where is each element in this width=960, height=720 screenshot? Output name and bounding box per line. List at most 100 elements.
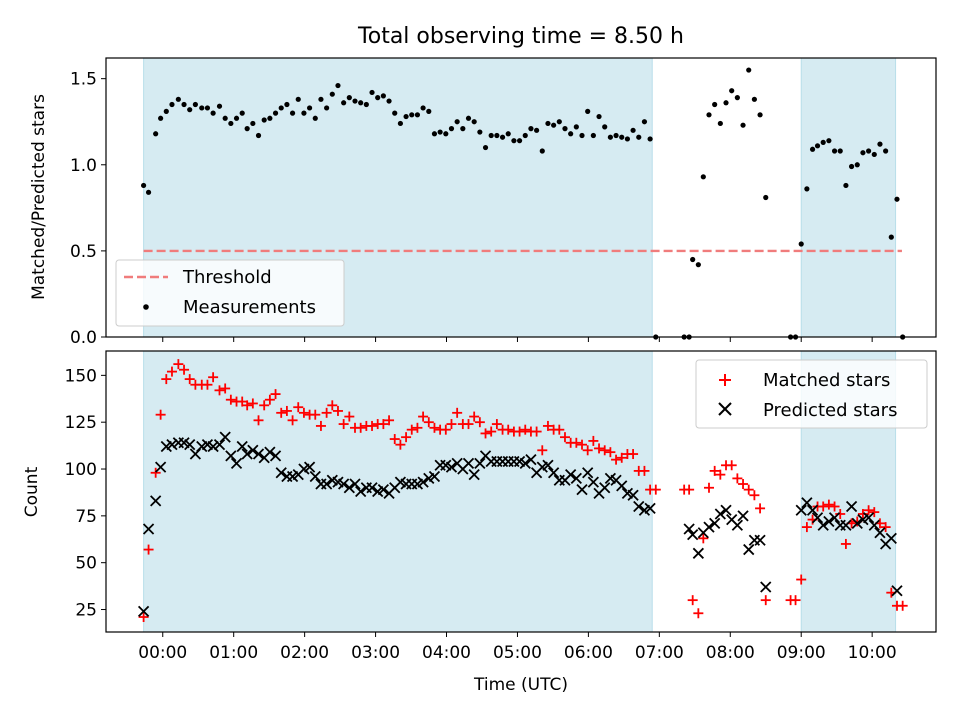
predicted-star-point-115 bbox=[851, 517, 863, 529]
matched-star-point-13 bbox=[214, 385, 225, 396]
matched-star-point-35 bbox=[338, 419, 349, 430]
matched-star-point-45 bbox=[395, 439, 406, 450]
measurement-point-56 bbox=[460, 126, 466, 132]
matched-star-point-22 bbox=[264, 394, 275, 405]
measurement-point-101 bbox=[734, 95, 740, 101]
measurement-point-112 bbox=[814, 143, 821, 149]
predicted-star-point-100 bbox=[737, 510, 749, 522]
matched-star-point-54 bbox=[446, 419, 457, 430]
matched-star-point-53 bbox=[440, 424, 451, 435]
matched-star-point-93 bbox=[687, 595, 698, 606]
matched-star-point-120 bbox=[857, 508, 868, 519]
predicted-star-point-12 bbox=[207, 440, 219, 453]
legend-predicted-swatch bbox=[718, 402, 732, 416]
predicted-star-point-15 bbox=[225, 450, 237, 462]
matched-star-point-66 bbox=[514, 426, 525, 437]
matched-star-point-27 bbox=[293, 402, 304, 413]
predicted-star-point-0 bbox=[137, 605, 150, 618]
measurement-point-21 bbox=[261, 117, 267, 123]
bottom-legend-box bbox=[695, 359, 928, 429]
matched-star-point-62 bbox=[491, 419, 502, 430]
measurement-point-70 bbox=[539, 148, 545, 154]
predicted-star-point-57 bbox=[462, 457, 475, 470]
measurement-point-38 bbox=[358, 100, 364, 106]
matched-star-point-64 bbox=[503, 424, 514, 435]
measurement-point-74 bbox=[562, 126, 568, 132]
predicted-star-point-111 bbox=[828, 512, 841, 524]
measurement-point-43 bbox=[386, 98, 392, 104]
matched-star-point-101 bbox=[732, 473, 743, 484]
predicted-star-point-58 bbox=[468, 469, 480, 481]
predicted-star-point-104 bbox=[760, 581, 772, 593]
predicted-star-point-84 bbox=[616, 480, 628, 492]
predicted-star-point-68 bbox=[525, 454, 537, 466]
measurement-point-100 bbox=[729, 88, 735, 94]
matched-star-point-34 bbox=[332, 405, 343, 416]
measurement-point-67 bbox=[522, 132, 528, 139]
measurement-point-53 bbox=[443, 131, 449, 137]
measurement-point-57 bbox=[465, 115, 472, 121]
measurement-point-94 bbox=[695, 262, 701, 268]
matched-star-point-44 bbox=[389, 434, 400, 445]
x-tick-label-5: 05:00 bbox=[493, 643, 542, 663]
predicted-star-point-36 bbox=[343, 482, 355, 494]
matched-star-point-71 bbox=[542, 420, 553, 431]
measurement-point-113 bbox=[820, 139, 826, 145]
bottom-y-tick-label-5: 150 bbox=[65, 366, 97, 386]
measurement-point-117 bbox=[843, 182, 849, 189]
predicted-star-point-3 bbox=[154, 461, 167, 473]
predicted-star-point-54 bbox=[445, 461, 458, 473]
matched-star-point-90 bbox=[650, 484, 661, 495]
matched-star-point-73 bbox=[554, 424, 565, 435]
predicted-star-point-35 bbox=[338, 478, 350, 490]
predicted-star-point-121 bbox=[885, 532, 897, 544]
predicted-star-point-96 bbox=[714, 508, 726, 520]
matched-star-point-114 bbox=[823, 499, 834, 510]
matched-star-point-113 bbox=[818, 501, 829, 512]
predicted-star-point-8 bbox=[184, 439, 196, 451]
measurement-point-118 bbox=[848, 163, 855, 170]
measurement-point-82 bbox=[607, 134, 613, 140]
measurement-point-24 bbox=[278, 105, 284, 111]
matched-star-point-30 bbox=[310, 409, 321, 420]
predicted-star-point-29 bbox=[303, 461, 316, 473]
top-panel-ratio: 0.0 0.5 1.0 1.5 Matched/Predicted stars Thr… bbox=[29, 57, 937, 348]
measurement-point-114 bbox=[826, 138, 832, 144]
measurement-point-115 bbox=[831, 148, 838, 154]
predicted-star-point-42 bbox=[377, 483, 390, 496]
measurement-point-33 bbox=[329, 91, 335, 97]
bottom-legend: Matched stars Predicted stars bbox=[695, 359, 928, 429]
matched-star-point-67 bbox=[520, 424, 531, 435]
measurement-point-110 bbox=[804, 186, 810, 192]
measurement-point-65 bbox=[511, 138, 517, 144]
measurement-point-36 bbox=[346, 95, 352, 101]
measurement-point-16 bbox=[233, 115, 240, 121]
matched-star-point-43 bbox=[384, 415, 395, 426]
measurement-point-19 bbox=[250, 120, 256, 127]
matched-star-point-42 bbox=[378, 419, 389, 430]
measurement-point-52 bbox=[437, 129, 443, 135]
measurement-point-26 bbox=[289, 110, 296, 116]
measurement-point-77 bbox=[579, 132, 585, 139]
matched-star-point-31 bbox=[315, 420, 326, 431]
bottom-panel-counts: 25 50 75 100 125 150 00:00 01:00 02:00 03:00 04:0… bbox=[22, 350, 937, 695]
bottom-y-axis-label: Count bbox=[22, 466, 42, 517]
measurement-point-12 bbox=[210, 110, 216, 116]
legend-threshold-label: Threshold bbox=[182, 267, 272, 288]
x-tick-label-0: 00:00 bbox=[138, 643, 187, 663]
measurement-point-14 bbox=[222, 115, 228, 121]
matched-star-point-28 bbox=[298, 407, 309, 418]
measurement-point-61 bbox=[488, 132, 494, 139]
predicted-star-point-110 bbox=[823, 515, 835, 528]
matched-star-point-40 bbox=[367, 420, 378, 431]
measurement-point-30 bbox=[312, 115, 318, 121]
predicted-star-point-13 bbox=[213, 439, 226, 451]
x-tick-label-7: 07:00 bbox=[635, 643, 684, 663]
measurement-point-2 bbox=[153, 131, 159, 137]
measurement-point-32 bbox=[324, 105, 330, 111]
matched-star-point-77 bbox=[577, 439, 588, 450]
matched-star-point-59 bbox=[474, 417, 485, 428]
x-tick-label-4: 04:00 bbox=[422, 643, 471, 663]
matched-star-point-121 bbox=[863, 505, 874, 516]
